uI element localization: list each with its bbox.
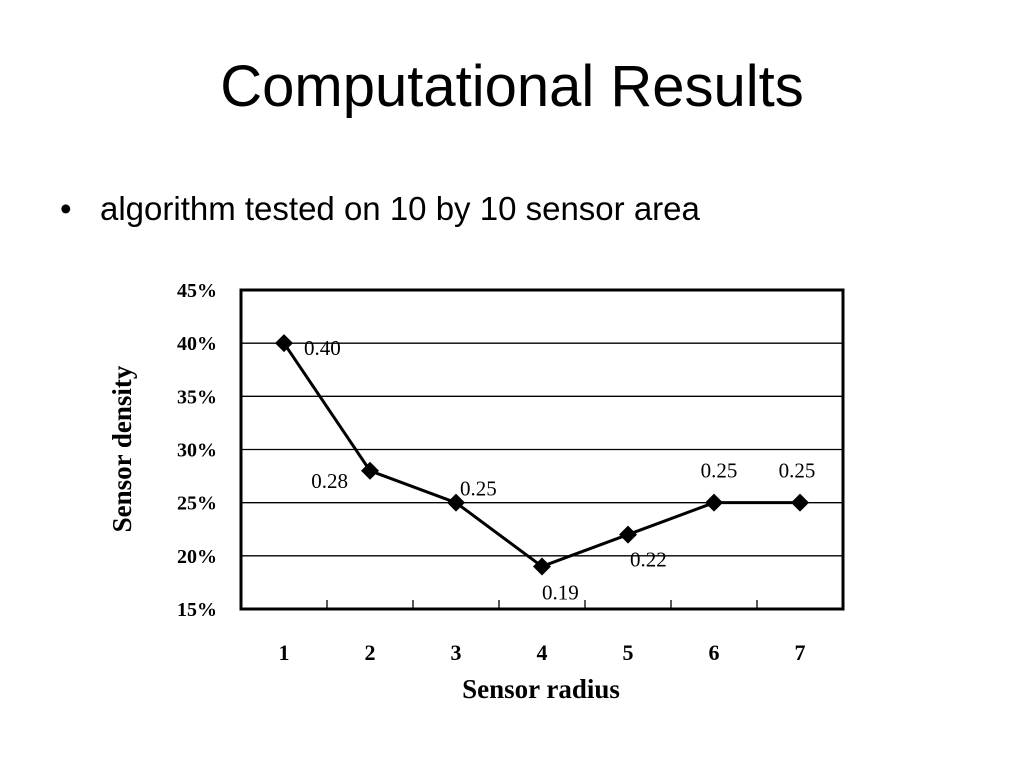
x-tick-label: 5 [623,640,634,665]
y-tick-label: 40% [177,333,217,355]
data-point-marker [705,493,723,512]
data-point-marker [447,493,465,512]
data-point-marker [619,525,637,544]
slide-title: Computational Results [220,54,804,119]
y-tick-labels: 45% 40% 35% 30% 25% 20% 15% [177,280,217,621]
x-tick-label: 6 [709,640,720,665]
data-point-marker [533,557,551,576]
grid-lines [241,342,843,557]
bullet-marker: • [60,190,72,227]
bullet-text: algorithm tested on 10 by 10 sensor area [100,190,700,227]
x-tick-label: 3 [451,640,462,665]
y-tick-label: 25% [177,493,217,515]
y-tick-label: 15% [177,599,217,621]
data-labels: 0.40 0.28 0.25 0.19 0.22 0.25 0.25 [304,336,815,604]
data-label: 0.25 [779,459,816,483]
data-point-marker [791,493,809,512]
data-label: 0.40 [304,336,341,360]
y-tick-label: 45% [177,280,217,302]
x-tick-label: 1 [279,640,290,665]
x-axis-label: Sensor radius [462,674,620,704]
data-label: 0.25 [701,459,738,483]
data-label: 0.25 [460,477,497,501]
data-label: 0.22 [630,548,667,572]
x-tick-label: 7 [795,640,806,665]
x-tick-labels: 1 2 3 4 5 6 7 [279,640,806,665]
y-tick-label: 30% [177,440,217,462]
data-label: 0.19 [542,580,579,604]
x-tick-label: 2 [365,640,376,665]
y-tick-label: 20% [177,546,217,568]
x-tick-label: 4 [537,640,548,665]
x-tick-marks [326,600,758,609]
data-markers [275,334,809,576]
y-tick-label: 35% [177,386,217,408]
data-point-marker [275,334,293,353]
series-line [282,342,800,569]
y-axis-label: Sensor density [107,365,137,532]
plot-frame [239,288,845,611]
data-label: 0.28 [311,469,348,493]
bullet-item: • algorithm tested on 10 by 10 sensor are… [60,192,700,225]
data-point-marker [361,461,379,480]
